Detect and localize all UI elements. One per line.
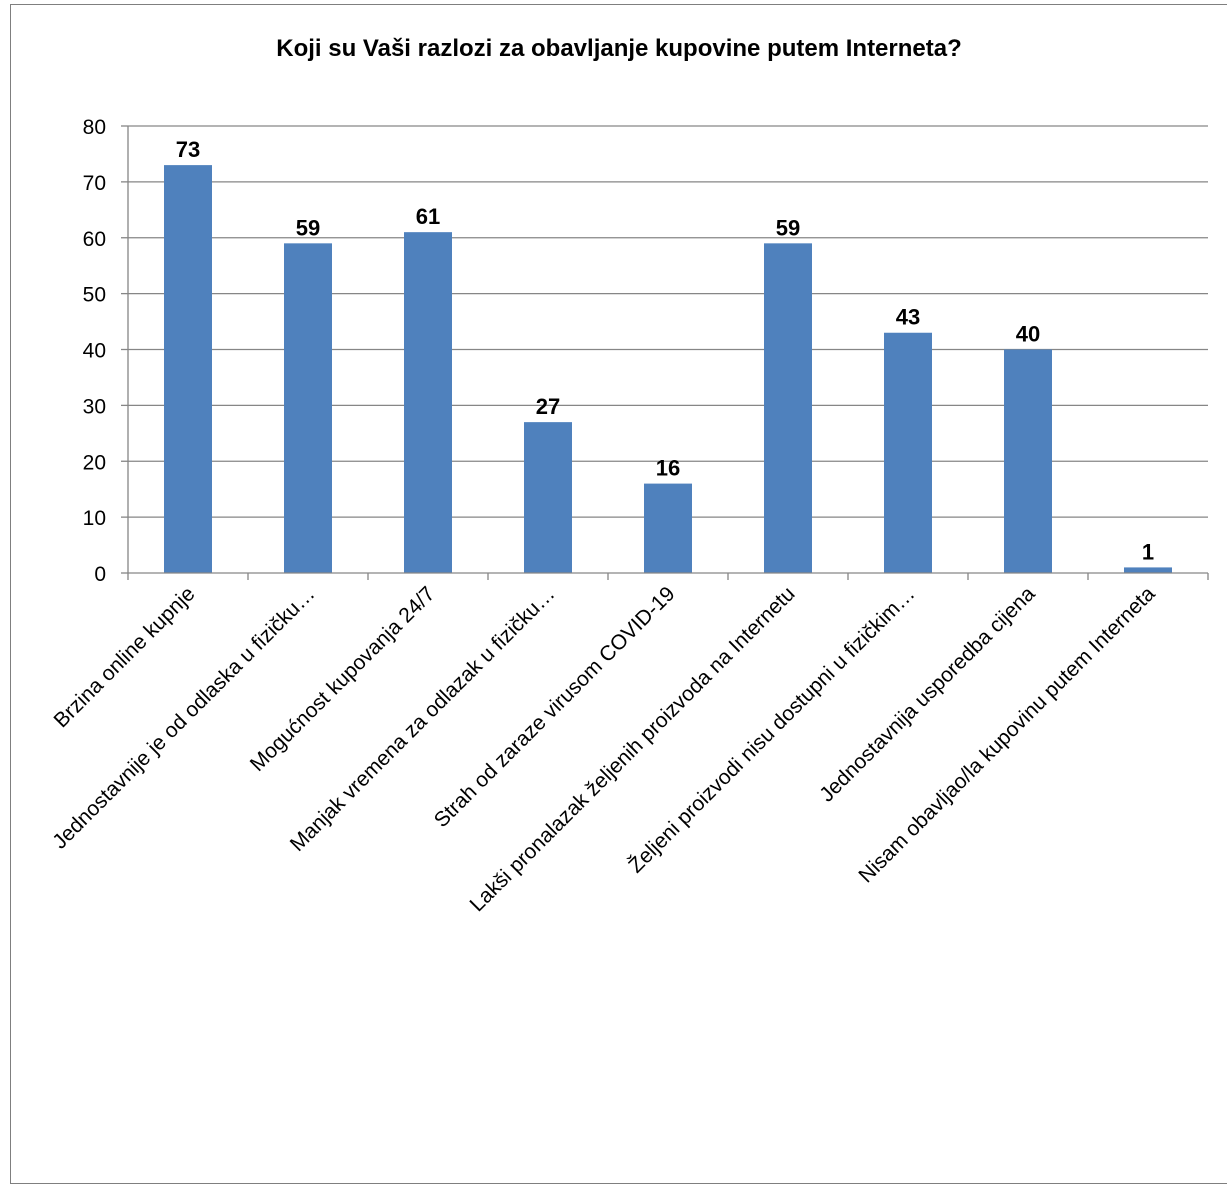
data-label: 61 — [416, 204, 440, 229]
data-label: 73 — [176, 137, 200, 162]
bar — [524, 422, 572, 573]
data-label: 59 — [296, 215, 320, 240]
y-tick-label: 50 — [83, 284, 106, 307]
bar — [764, 243, 812, 573]
chart-frame — [10, 4, 1227, 1184]
y-tick-label: 70 — [83, 172, 106, 195]
bar — [1124, 567, 1172, 573]
x-tick-label: Strah od zaraze virusom COVID-19 — [430, 582, 680, 832]
bar — [404, 232, 452, 573]
x-tick-label: Manjak vremena za odlazak u fizičku… — [286, 582, 560, 856]
chart-title: Koji su Vaši razlozi za obavljanje kupov… — [276, 35, 962, 62]
data-label: 59 — [776, 215, 800, 240]
data-label: 40 — [1016, 322, 1040, 347]
y-tick-label: 30 — [83, 395, 106, 418]
x-tick-label: Jednostavnija usporedba cijena — [815, 582, 1040, 807]
y-tick-label: 10 — [83, 507, 106, 530]
bar — [1004, 349, 1052, 573]
bars: 73 59 61 27 16 59 43 40 1 — [164, 137, 1172, 574]
x-tick-label: Jednostavnije je od odlaska u fizičku… — [48, 582, 319, 853]
bar — [884, 332, 932, 573]
y-tick-label: 60 — [83, 228, 106, 251]
data-label: 43 — [896, 305, 920, 330]
y-tick-label: 80 — [83, 116, 106, 139]
y-tick-label: 40 — [83, 340, 106, 363]
bar — [164, 165, 212, 574]
data-label: 16 — [656, 456, 680, 481]
y-axis: 0 10 20 30 40 50 60 70 80 — [83, 116, 129, 586]
y-tick-label: 0 — [94, 563, 106, 586]
data-label: 1 — [1142, 539, 1154, 564]
bar — [284, 243, 332, 573]
y-tick-label: 20 — [83, 451, 106, 474]
data-label: 27 — [536, 394, 560, 419]
bar — [644, 483, 692, 573]
